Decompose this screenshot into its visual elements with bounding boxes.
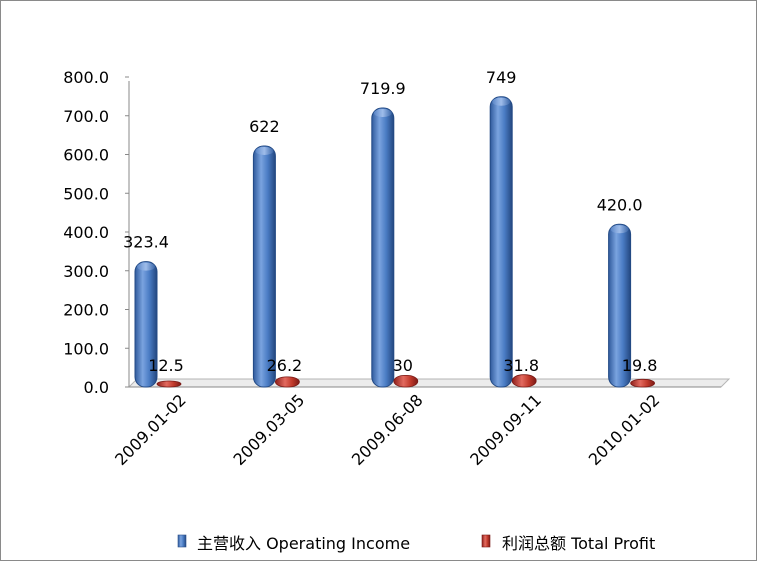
bar-operating-income — [252, 145, 276, 388]
data-label-total-profit: 12.5 — [148, 356, 184, 375]
x-category-label: 2009.09-11 — [466, 390, 545, 469]
y-tick-label: 300.0 — [63, 262, 109, 281]
bar-total-profit — [156, 380, 182, 388]
x-axis-categories: 2009.01-02 2009.03-05 2009.06-08 2009.09-11… — [111, 390, 663, 469]
x-category-label: 2009.03-05 — [230, 390, 309, 469]
data-label-operating-income: 719.9 — [360, 79, 406, 98]
y-tick-label: 600.0 — [63, 146, 109, 165]
bar-top-highlight — [255, 146, 274, 155]
y-tick-label: 100.0 — [63, 339, 109, 358]
bar-top-highlight — [610, 225, 629, 234]
y-axis-ticks: 0.0 100.0 200.0 300.0 400.0 500.0 600.0 700.0 80… — [63, 68, 129, 397]
x-category-label: 2009.01-02 — [111, 390, 190, 469]
y-tick-label: 500.0 — [63, 184, 109, 203]
y-tick-label: 700.0 — [63, 107, 109, 126]
bar-operating-income — [371, 107, 395, 388]
bars-layer — [134, 96, 655, 388]
bar-operating-income — [489, 96, 513, 388]
y-tick-label: 400.0 — [63, 223, 109, 242]
y-tick-label: 200.0 — [63, 301, 109, 320]
legend-item-operating-income: 主营收入 Operating Income — [177, 534, 410, 553]
data-label-total-profit: 26.2 — [267, 356, 303, 375]
bar-total-profit — [393, 374, 419, 388]
y-tick-label: 0.0 — [84, 378, 109, 397]
bar-total-profit — [511, 374, 537, 388]
legend-swatch-operating-income — [177, 534, 187, 548]
bar-top-highlight — [137, 262, 155, 271]
data-label-operating-income: 420.0 — [597, 195, 643, 214]
bar-total-profit — [274, 376, 300, 388]
plot-axes — [127, 81, 731, 388]
legend-label-operating-income: 主营收入 Operating Income — [197, 534, 410, 553]
data-label-operating-income: 323.4 — [123, 233, 169, 252]
data-label-operating-income: 622 — [249, 117, 280, 136]
legend-label-total-profit: 利润总额 Total Profit — [502, 534, 655, 553]
bar-top-highlight — [492, 97, 511, 106]
data-label-total-profit: 19.8 — [622, 356, 658, 375]
data-labels: 323.4 12.5 622 26.2 719.9 30 749 31.8 420.0 19.8 — [123, 68, 657, 375]
x-category-label: 2010.01-02 — [585, 390, 664, 469]
bar-total-profit — [630, 378, 655, 388]
x-category-label: 2009.06-08 — [348, 390, 427, 469]
bar-operating-income — [134, 261, 158, 388]
data-label-operating-income: 749 — [486, 68, 517, 87]
bar-top-highlight — [373, 109, 392, 118]
data-label-total-profit: 30 — [393, 356, 413, 375]
legend: 主营收入 Operating Income 利润总额 Total Profit — [177, 534, 655, 553]
legend-item-total-profit: 利润总额 Total Profit — [481, 534, 655, 553]
bar-operating-income — [608, 223, 632, 388]
y-tick-label: 800.0 — [63, 68, 109, 87]
data-label-total-profit: 31.8 — [503, 356, 539, 375]
legend-swatch-total-profit — [481, 534, 491, 548]
